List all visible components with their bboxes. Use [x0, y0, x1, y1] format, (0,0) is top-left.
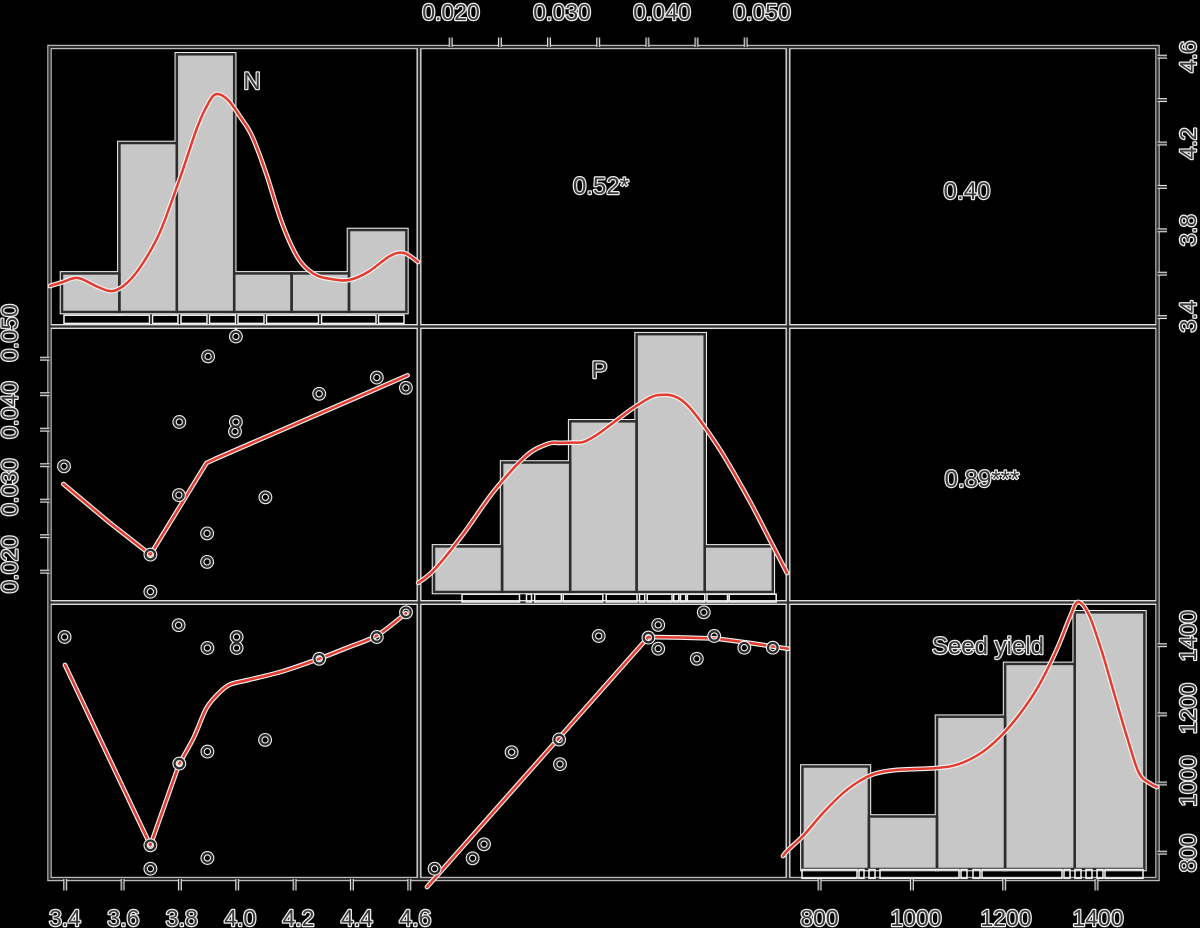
svg-text:P: P — [591, 357, 607, 384]
svg-text:Seed yield: Seed yield — [932, 633, 1044, 660]
svg-text:0.52*: 0.52* — [573, 173, 629, 200]
svg-text:4.2: 4.2 — [283, 905, 315, 928]
svg-text:3.8: 3.8 — [1175, 214, 1200, 246]
svg-text:800: 800 — [800, 905, 838, 928]
svg-text:0.030: 0.030 — [533, 0, 591, 25]
svg-text:1400: 1400 — [1072, 905, 1123, 928]
svg-text:0.020: 0.020 — [422, 0, 480, 25]
svg-text:4.6: 4.6 — [1175, 41, 1200, 73]
svg-text:0.050: 0.050 — [733, 0, 791, 25]
svg-text:1400: 1400 — [1175, 610, 1200, 661]
svg-text:0.030: 0.030 — [0, 458, 23, 516]
svg-text:800: 800 — [1175, 834, 1200, 872]
svg-text:3.8: 3.8 — [166, 905, 198, 928]
svg-text:4.6: 4.6 — [399, 905, 431, 928]
svg-text:3.4: 3.4 — [49, 905, 81, 928]
svg-text:0.040: 0.040 — [0, 381, 23, 439]
svg-text:1000: 1000 — [1175, 755, 1200, 806]
svg-text:N: N — [243, 68, 260, 95]
svg-text:0.020: 0.020 — [0, 536, 23, 594]
svg-text:4.4: 4.4 — [341, 905, 373, 928]
svg-text:1200: 1200 — [980, 905, 1031, 928]
svg-text:3.6: 3.6 — [107, 905, 139, 928]
svg-text:0.89***: 0.89*** — [945, 466, 1020, 493]
svg-text:1200: 1200 — [1175, 683, 1200, 734]
svg-text:0.040: 0.040 — [633, 0, 691, 25]
svg-text:0.050: 0.050 — [0, 304, 23, 362]
svg-text:3.4: 3.4 — [1175, 300, 1200, 332]
svg-text:4.0: 4.0 — [224, 905, 256, 928]
svg-text:0.40: 0.40 — [944, 178, 991, 205]
svg-text:1000: 1000 — [890, 905, 941, 928]
svg-text:4.2: 4.2 — [1175, 128, 1200, 160]
